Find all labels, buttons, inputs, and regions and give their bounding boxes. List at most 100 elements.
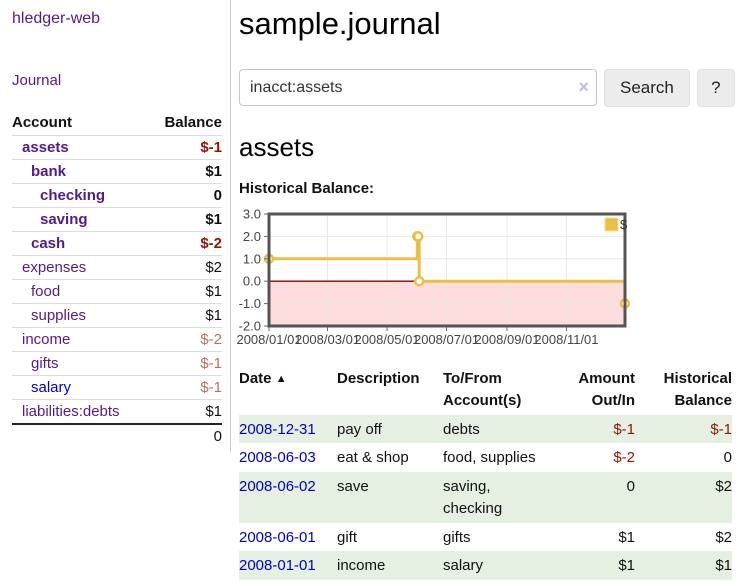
transaction-accounts: saving, checking bbox=[443, 478, 503, 517]
account-link-bank[interactable]: bank bbox=[31, 163, 67, 180]
register-row: 2008-06-02 save saving, checking 0 $2 bbox=[239, 472, 732, 523]
svg-text:-2.0: -2.0 bbox=[239, 319, 261, 334]
account-row-salary: salary $-1 bbox=[12, 375, 222, 400]
svg-text:2008/05/01: 2008/05/01 bbox=[354, 332, 419, 347]
transaction-accounts: food, supplies bbox=[443, 449, 536, 467]
col-tofrom-accounts: To/From Account(s) bbox=[443, 370, 522, 409]
transaction-description: save bbox=[337, 478, 369, 495]
main-content: sample.journal × Search ? assets Histori… bbox=[231, 0, 742, 582]
account-balance: $-1 bbox=[148, 375, 222, 400]
accounts-col-account: Account bbox=[12, 114, 72, 131]
account-row-assets: assets $-1 bbox=[12, 135, 222, 160]
transaction-amount: $-2 bbox=[613, 449, 635, 467]
register-row: 2008-12-31 pay off debts $-1 $-1 bbox=[239, 414, 732, 444]
register-row: 2008-06-03 eat & shop food, supplies $-2… bbox=[239, 443, 732, 472]
account-balance: $1 bbox=[148, 279, 222, 304]
transaction-balance: $1 bbox=[715, 557, 732, 575]
col-amount-out-in: Amount Out/In bbox=[578, 370, 635, 409]
col-date[interactable]: Date ▲ bbox=[239, 370, 287, 387]
svg-text:-1.0: -1.0 bbox=[239, 296, 261, 311]
clear-search-icon[interactable]: × bbox=[578, 77, 589, 97]
account-link-gifts[interactable]: gifts bbox=[31, 355, 59, 372]
account-heading: assets bbox=[239, 132, 315, 162]
account-link-salary[interactable]: salary bbox=[31, 379, 72, 396]
register-row: 2008-01-01 income salary $1 $1 bbox=[239, 551, 732, 580]
transaction-balance: 0 bbox=[723, 449, 732, 467]
transaction-description: gift bbox=[337, 528, 358, 546]
svg-text:2008/01/01: 2008/01/01 bbox=[236, 332, 301, 347]
account-row-liabilities-debts: liabilities:debts $1 bbox=[12, 399, 222, 424]
account-link-income[interactable]: income bbox=[22, 331, 71, 348]
transaction-description: eat & shop bbox=[337, 449, 409, 467]
account-row-gifts: gifts $-1 bbox=[12, 351, 222, 376]
transaction-date-link[interactable]: 2008-06-01 bbox=[239, 528, 316, 546]
transaction-date-link[interactable]: 2008-12-31 bbox=[239, 420, 316, 438]
svg-text:$: $ bbox=[620, 217, 628, 232]
transaction-date-link[interactable]: 2008-06-03 bbox=[239, 449, 316, 467]
transaction-accounts: salary bbox=[443, 557, 484, 575]
account-row-supplies: supplies $1 bbox=[12, 303, 222, 328]
transaction-date-link[interactable]: 2008-01-01 bbox=[239, 557, 316, 575]
accounts-col-balance: Balance bbox=[164, 114, 222, 131]
accounts-total: 0 bbox=[148, 423, 222, 448]
transaction-balance: $2 bbox=[715, 478, 732, 495]
account-balance: $-1 bbox=[148, 135, 222, 160]
sidebar: hledger-web Journal Account Balance asse… bbox=[0, 0, 231, 452]
account-row-saving: saving $1 bbox=[12, 207, 222, 232]
account-link-cash[interactable]: cash bbox=[31, 235, 66, 252]
col-description: Description bbox=[337, 370, 420, 387]
account-link-saving[interactable]: saving bbox=[40, 211, 88, 228]
account-balance: 0 bbox=[148, 183, 222, 208]
register-table: Date ▲ Description To/From Account(s) Am… bbox=[239, 364, 732, 580]
transaction-accounts: gifts bbox=[443, 528, 471, 546]
account-balance: $-2 bbox=[148, 231, 222, 256]
transaction-date-link[interactable]: 2008-06-02 bbox=[239, 478, 316, 495]
sort-ascending-icon: ▲ bbox=[275, 373, 287, 385]
account-row-bank: bank $1 bbox=[12, 159, 222, 184]
svg-text:0.0: 0.0 bbox=[243, 274, 261, 289]
transaction-description: pay off bbox=[337, 420, 382, 438]
transaction-amount: $-1 bbox=[613, 420, 635, 438]
search-button[interactable]: Search bbox=[604, 69, 690, 107]
account-balance: $2 bbox=[148, 255, 222, 280]
account-balance: $1 bbox=[148, 303, 222, 328]
account-balance: $1 bbox=[148, 207, 222, 232]
svg-text:3.0: 3.0 bbox=[243, 207, 261, 222]
account-link-food[interactable]: food bbox=[31, 283, 61, 300]
svg-text:2008/03/01: 2008/03/01 bbox=[295, 332, 360, 347]
transaction-amount: $1 bbox=[618, 528, 635, 546]
register-header-row: Date ▲ Description To/From Account(s) Am… bbox=[239, 364, 732, 415]
transaction-amount: $1 bbox=[618, 557, 635, 575]
svg-text:2008/09/01: 2008/09/01 bbox=[474, 332, 539, 347]
account-balance: $-1 bbox=[148, 351, 222, 376]
transaction-description: income bbox=[337, 557, 386, 575]
accounts-tree: Account Balance assets $-1 bank $1 check… bbox=[12, 111, 222, 448]
svg-text:1.0: 1.0 bbox=[243, 251, 261, 266]
account-link-checking[interactable]: checking bbox=[40, 187, 106, 204]
account-balance: $-2 bbox=[148, 327, 222, 352]
account-row-food: food $1 bbox=[12, 279, 222, 304]
help-button[interactable]: ? bbox=[696, 69, 735, 107]
transaction-accounts: debts bbox=[443, 420, 480, 438]
chart-label: Historical Balance: bbox=[239, 180, 375, 197]
page-title: sample.journal bbox=[239, 6, 441, 41]
sidebar-item-journal[interactable]: Journal bbox=[12, 72, 62, 89]
search-input[interactable] bbox=[239, 69, 597, 106]
register-row: 2008-06-01 gift gifts $1 $2 bbox=[239, 523, 732, 552]
brand-link[interactable]: hledger-web bbox=[12, 10, 101, 27]
historical-balance-chart: 3.0 2.0 1.0 0.0 -1.0 -2.02008/01/012008/03/01… bbox=[236, 207, 631, 347]
svg-text:2008/11/01: 2008/11/01 bbox=[534, 332, 598, 347]
transaction-balance: $-1 bbox=[710, 420, 732, 438]
account-row-income: income $-2 bbox=[12, 327, 222, 352]
svg-text:2008/07/01: 2008/07/01 bbox=[414, 332, 479, 347]
search-form: × Search ? bbox=[239, 69, 740, 107]
account-link-liabilities-debts[interactable]: liabilities:debts bbox=[22, 403, 120, 420]
transaction-amount: 0 bbox=[626, 478, 635, 495]
account-row-cash: cash $-2 bbox=[12, 231, 222, 256]
account-link-assets[interactable]: assets bbox=[22, 139, 69, 156]
transaction-balance: $2 bbox=[715, 528, 732, 546]
account-link-expenses[interactable]: expenses bbox=[22, 259, 87, 276]
account-balance: $1 bbox=[148, 399, 222, 424]
account-link-supplies[interactable]: supplies bbox=[31, 307, 87, 324]
account-balance: $1 bbox=[148, 159, 222, 184]
